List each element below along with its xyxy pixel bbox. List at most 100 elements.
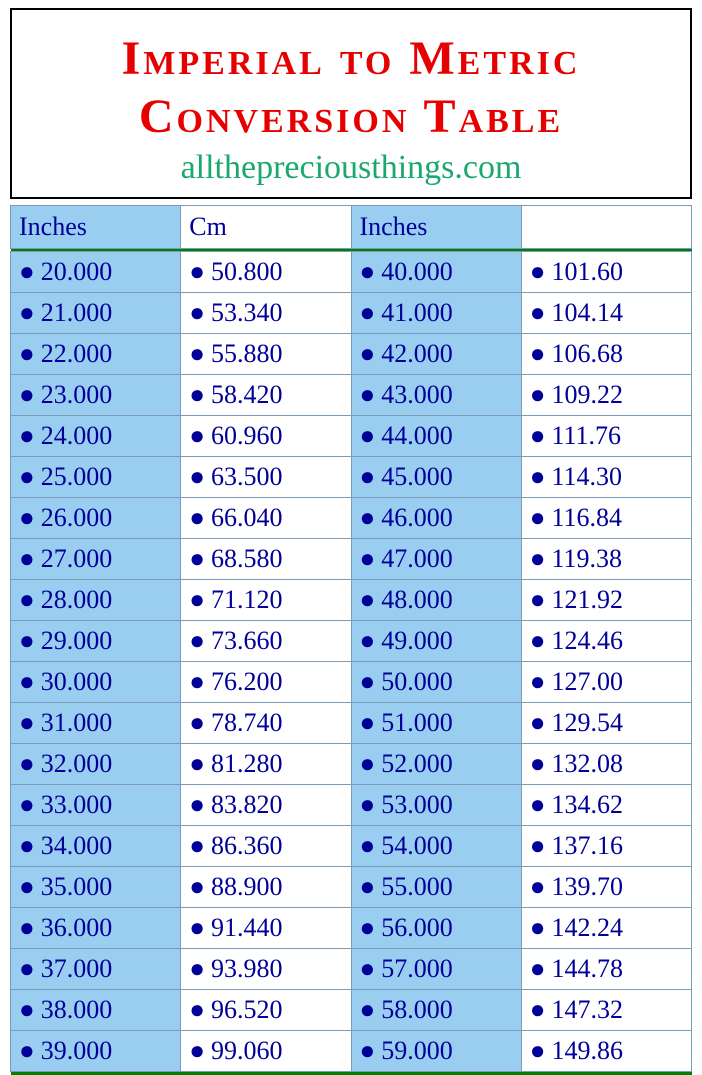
table-cell: ●57.000: [351, 949, 521, 990]
cell-value: 46.000: [381, 503, 453, 532]
bullet-icon: ●: [360, 954, 376, 984]
table-cell: ●20.000: [11, 252, 181, 293]
cell-value: 36.000: [41, 913, 113, 942]
bullet-icon: ●: [19, 257, 35, 287]
table-cell: ●109.22: [521, 375, 691, 416]
col-header-inches-2: Inches: [351, 206, 521, 249]
table-cell: ●22.000: [11, 334, 181, 375]
cell-value: 44.000: [381, 421, 453, 450]
table-cell: ●68.580: [181, 539, 351, 580]
bullet-icon: ●: [530, 667, 546, 697]
table-cell: ●25.000: [11, 457, 181, 498]
cell-value: 29.000: [41, 626, 113, 655]
bullet-icon: ●: [189, 380, 205, 410]
bullet-icon: ●: [189, 749, 205, 779]
cell-value: 149.86: [551, 1036, 623, 1065]
table-row: ●24.000●60.960●44.000●111.76: [11, 416, 692, 457]
table-cell: ●132.08: [521, 744, 691, 785]
bullet-icon: ●: [360, 380, 376, 410]
header-box: Imperial to Metric Conversion Table allt…: [10, 8, 692, 199]
table-cell: ●93.980: [181, 949, 351, 990]
bullet-icon: ●: [360, 831, 376, 861]
table-cell: ●147.32: [521, 990, 691, 1031]
bullet-icon: ●: [360, 872, 376, 902]
table-cell: ●149.86: [521, 1031, 691, 1072]
cell-value: 91.440: [211, 913, 283, 942]
table-cell: ●114.30: [521, 457, 691, 498]
bullet-icon: ●: [189, 667, 205, 697]
bullet-icon: ●: [189, 626, 205, 656]
table-cell: ●29.000: [11, 621, 181, 662]
table-cell: ●96.520: [181, 990, 351, 1031]
bullet-icon: ●: [360, 257, 376, 287]
cell-value: 109.22: [551, 380, 623, 409]
table-cell: ●91.440: [181, 908, 351, 949]
table-row: ●32.000●81.280●52.000●132.08: [11, 744, 692, 785]
table-cell: ●99.060: [181, 1031, 351, 1072]
cell-value: 21.000: [41, 298, 113, 327]
table-row: ●26.000●66.040●46.000●116.84: [11, 498, 692, 539]
table-cell: ●144.78: [521, 949, 691, 990]
table-cell: ●26.000: [11, 498, 181, 539]
bullet-icon: ●: [530, 872, 546, 902]
cell-value: 55.880: [211, 339, 283, 368]
table-cell: ●119.38: [521, 539, 691, 580]
bullet-icon: ●: [189, 544, 205, 574]
cell-value: 39.000: [41, 1036, 113, 1065]
cell-value: 73.660: [211, 626, 283, 655]
cell-value: 127.00: [551, 667, 623, 696]
col-header-cm-1: Cm: [181, 206, 351, 249]
table-cell: ●78.740: [181, 703, 351, 744]
cell-value: 24.000: [41, 421, 113, 450]
bullet-icon: ●: [189, 913, 205, 943]
cell-value: 78.740: [211, 708, 283, 737]
cell-value: 121.92: [551, 585, 623, 614]
table-cell: ●42.000: [351, 334, 521, 375]
bullet-icon: ●: [189, 257, 205, 287]
table-cell: ●142.24: [521, 908, 691, 949]
table-cell: ●58.000: [351, 990, 521, 1031]
bullet-icon: ●: [19, 667, 35, 697]
bullet-icon: ●: [360, 339, 376, 369]
cell-value: 51.000: [381, 708, 453, 737]
cell-value: 58.000: [381, 995, 453, 1024]
table-cell: ●137.16: [521, 826, 691, 867]
bullet-icon: ●: [530, 954, 546, 984]
table-row: ●22.000●55.880●42.000●106.68: [11, 334, 692, 375]
table-row: ●38.000●96.520●58.000●147.32: [11, 990, 692, 1031]
cell-value: 71.120: [211, 585, 283, 614]
bullet-icon: ●: [189, 1036, 205, 1066]
bullet-icon: ●: [19, 831, 35, 861]
table-cell: ●35.000: [11, 867, 181, 908]
bottom-line: [11, 1072, 692, 1075]
table-cell: ●86.360: [181, 826, 351, 867]
table-cell: ●116.84: [521, 498, 691, 539]
table-cell: ●40.000: [351, 252, 521, 293]
cell-value: 137.16: [551, 831, 623, 860]
bullet-icon: ●: [360, 503, 376, 533]
cell-value: 111.76: [551, 421, 621, 450]
bullet-icon: ●: [19, 298, 35, 328]
table-cell: ●58.420: [181, 375, 351, 416]
table-row: ●34.000●86.360●54.000●137.16: [11, 826, 692, 867]
table-cell: ●49.000: [351, 621, 521, 662]
table-row: ●21.000●53.340●41.000●104.14: [11, 293, 692, 334]
cell-value: 53.340: [211, 298, 283, 327]
bullet-icon: ●: [530, 790, 546, 820]
table-cell: ●39.000: [11, 1031, 181, 1072]
bullet-icon: ●: [19, 708, 35, 738]
bullet-icon: ●: [530, 462, 546, 492]
table-cell: ●81.280: [181, 744, 351, 785]
bullet-icon: ●: [189, 503, 205, 533]
cell-value: 28.000: [41, 585, 113, 614]
bullet-icon: ●: [19, 790, 35, 820]
bullet-icon: ●: [19, 503, 35, 533]
cell-value: 106.68: [551, 339, 623, 368]
cell-value: 52.000: [381, 749, 453, 778]
table-cell: ●129.54: [521, 703, 691, 744]
table-cell: ●36.000: [11, 908, 181, 949]
cell-value: 124.46: [551, 626, 623, 655]
bullet-icon: ●: [360, 790, 376, 820]
conversion-table-wrap: Inches Cm Inches ●20.000●50.800●40.000●1…: [10, 205, 692, 1075]
cell-value: 129.54: [551, 708, 623, 737]
